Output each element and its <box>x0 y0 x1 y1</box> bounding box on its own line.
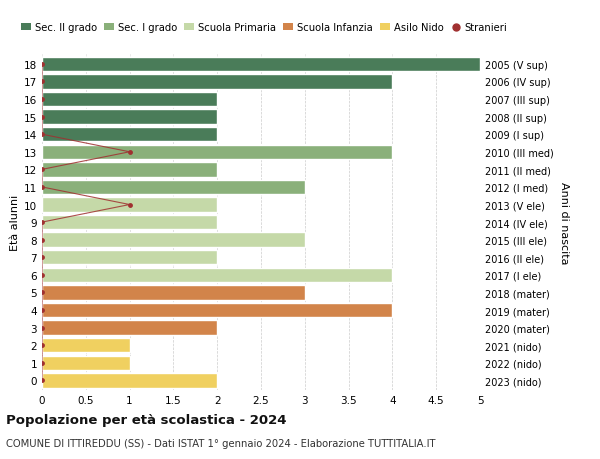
Text: Popolazione per età scolastica - 2024: Popolazione per età scolastica - 2024 <box>6 413 287 426</box>
Bar <box>42 110 217 124</box>
Bar <box>42 198 217 212</box>
Bar <box>42 75 392 90</box>
Bar <box>42 128 217 142</box>
Bar <box>42 180 305 195</box>
Bar <box>42 251 217 265</box>
Bar <box>42 57 480 72</box>
Bar <box>42 338 130 353</box>
Bar <box>42 268 392 282</box>
Bar <box>42 303 392 318</box>
Bar <box>42 145 392 160</box>
Bar <box>42 163 217 177</box>
Bar <box>42 356 130 370</box>
Bar <box>42 215 217 230</box>
Legend: Sec. II grado, Sec. I grado, Scuola Primaria, Scuola Infanzia, Asilo Nido, Stran: Sec. II grado, Sec. I grado, Scuola Prim… <box>21 23 508 33</box>
Bar <box>42 233 305 247</box>
Bar <box>42 321 217 335</box>
Bar <box>42 373 217 388</box>
Text: COMUNE DI ITTIREDDU (SS) - Dati ISTAT 1° gennaio 2024 - Elaborazione TUTTITALIA.: COMUNE DI ITTIREDDU (SS) - Dati ISTAT 1°… <box>6 438 436 448</box>
Bar <box>42 285 305 300</box>
Y-axis label: Anni di nascita: Anni di nascita <box>559 181 569 264</box>
Bar <box>42 93 217 107</box>
Y-axis label: Età alunni: Età alunni <box>10 195 20 251</box>
